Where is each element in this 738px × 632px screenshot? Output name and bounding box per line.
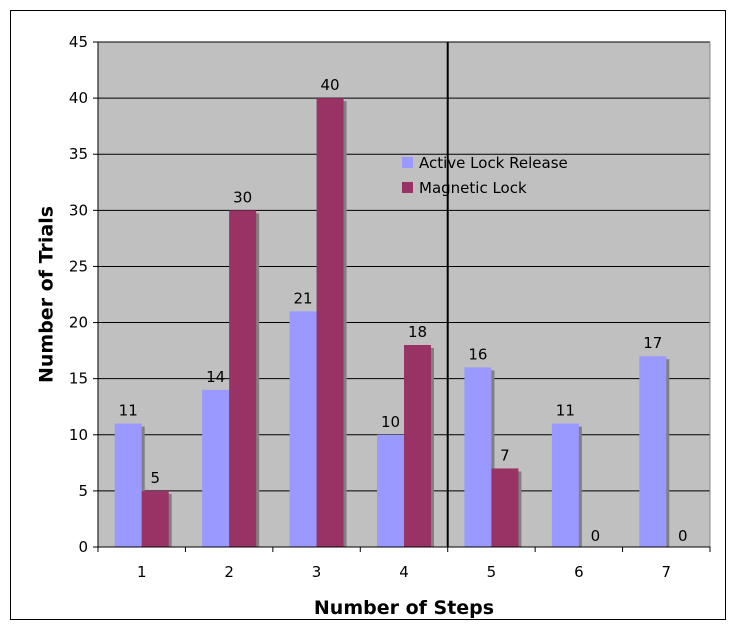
y-tick-label: 30 <box>69 201 88 219</box>
data-label: 11 <box>119 402 138 420</box>
bar-magnetic-lock-3 <box>316 98 344 547</box>
bar-active-lock-release-3 <box>289 311 317 547</box>
x-tick-label: 2 <box>224 563 234 581</box>
x-tick-label: 3 <box>312 563 322 581</box>
data-label: 0 <box>591 527 601 545</box>
legend-label-magnetic-lock: Magnetic Lock <box>419 179 527 197</box>
x-tick-label: 4 <box>399 563 409 581</box>
x-tick-label: 6 <box>574 563 584 581</box>
y-tick-label: 5 <box>78 482 88 500</box>
bar-magnetic-lock-2 <box>229 210 257 548</box>
data-label: 0 <box>678 527 688 545</box>
bar-active-lock-release-1 <box>114 423 142 547</box>
x-tick-label: 5 <box>487 563 497 581</box>
legend: Active Lock Release Magnetic Lock <box>402 154 568 197</box>
data-label: 5 <box>150 469 160 487</box>
data-label: 10 <box>381 413 400 431</box>
data-label: 21 <box>294 289 313 307</box>
bar-active-lock-release-4 <box>377 434 404 547</box>
y-tick-label: 45 <box>69 33 88 51</box>
y-tick-label: 25 <box>69 257 88 275</box>
y-tick-label: 40 <box>69 89 88 107</box>
y-tick-label: 15 <box>69 370 88 388</box>
data-label: 40 <box>321 76 340 94</box>
y-tick-label: 10 <box>69 426 88 444</box>
legend-swatch-magnetic-lock <box>402 182 413 193</box>
y-axis-title: Number of Trials <box>36 206 58 383</box>
bar-magnetic-lock-1 <box>141 490 169 547</box>
bar-active-lock-release-6 <box>551 423 579 547</box>
y-tick-label: 20 <box>69 314 88 332</box>
bar-magnetic-lock-5 <box>491 468 519 547</box>
x-axis-title: Number of Steps <box>314 597 494 619</box>
data-label: 16 <box>468 345 487 363</box>
x-tick-label: 7 <box>662 563 672 581</box>
y-tick-label: 0 <box>78 538 88 556</box>
bar-active-lock-release-7 <box>639 356 667 547</box>
x-tick-label: 1 <box>137 563 147 581</box>
data-label: 18 <box>408 323 427 341</box>
bar-active-lock-release-2 <box>202 389 230 547</box>
data-label: 7 <box>500 446 510 464</box>
data-label: 14 <box>206 368 225 386</box>
data-label: 30 <box>233 188 252 206</box>
data-label: 11 <box>556 402 575 420</box>
bar-magnetic-lock-4 <box>404 345 431 547</box>
legend-swatch-active-lock-release <box>402 157 413 168</box>
bar-active-lock-release-5 <box>464 367 492 547</box>
legend-label-active-lock-release: Active Lock Release <box>419 154 568 172</box>
data-label: 17 <box>643 334 662 352</box>
y-tick-label: 35 <box>69 145 88 163</box>
